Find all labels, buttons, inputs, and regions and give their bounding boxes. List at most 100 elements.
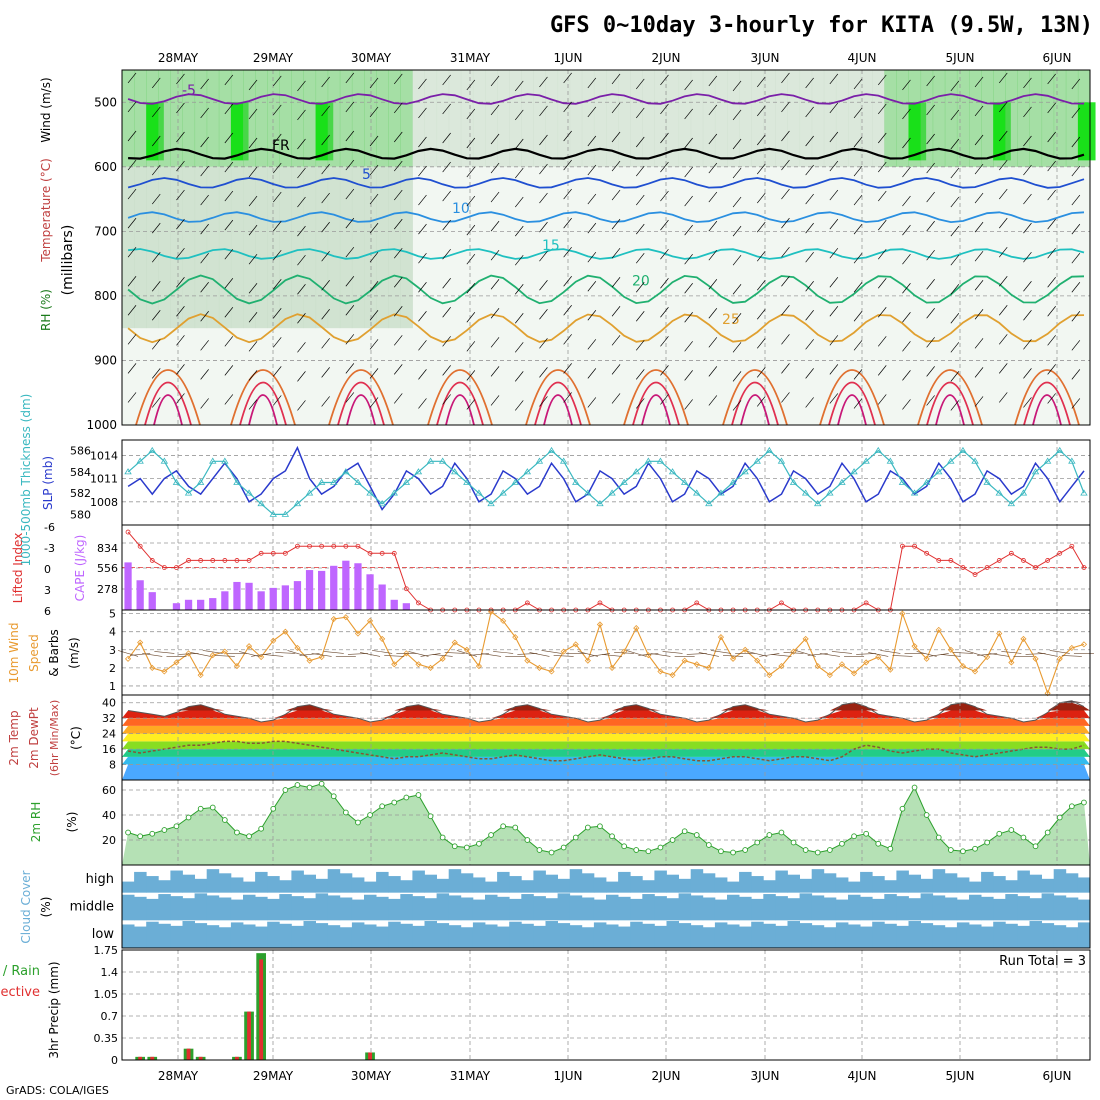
wind-barb [1047, 73, 1056, 85]
wind-barb [732, 371, 742, 382]
pressure-tick-900: 900 [94, 353, 117, 367]
wind-barb [587, 164, 597, 176]
rh2m-point [488, 832, 494, 838]
thickness-point [935, 468, 943, 475]
cloud-cell [799, 893, 813, 921]
wind-barb [127, 188, 137, 200]
wind-barb [514, 80, 524, 92]
cloud-cell [775, 925, 788, 948]
wind-barb [611, 277, 621, 288]
wind-barb [611, 131, 621, 143]
wind10-barb [1001, 651, 1022, 654]
bottom-date-tick-28MAY: 28MAY [158, 1069, 199, 1083]
wind10-point [173, 659, 180, 666]
cloud-cell [279, 894, 292, 921]
wind10-point [1056, 655, 1063, 662]
wind-barb [151, 281, 161, 292]
cloud-cell [194, 878, 208, 893]
wind-barb [998, 101, 1008, 113]
wind10-point [403, 650, 410, 657]
xsec-rh-label: RH (%) [39, 289, 53, 331]
wind10-barb [275, 652, 296, 654]
warm-arch [722, 369, 788, 426]
wind10-point [451, 639, 458, 646]
rh-band-upper [158, 70, 171, 167]
wind10-point [342, 614, 349, 621]
wind-barb [176, 218, 185, 230]
wind-barb [611, 73, 621, 85]
cloud-cell [981, 926, 994, 948]
precip-total-label: Total / Rain [0, 964, 40, 979]
thickness-point [995, 489, 1003, 496]
warm-arch [935, 394, 965, 426]
cloud-cell [690, 925, 704, 948]
bottom-date-tick-2JUN: 2JUN [652, 1069, 681, 1083]
wind-barb [853, 165, 863, 177]
wind-barb [224, 132, 234, 144]
thickness-point [705, 499, 713, 507]
wind-barb [684, 195, 693, 207]
rh-band-core [1077, 102, 1096, 161]
wind-barb [442, 336, 451, 347]
wind-barb [297, 371, 306, 382]
wind-barb [272, 249, 282, 261]
cloud-cell [896, 896, 909, 921]
wind-barb [829, 277, 839, 288]
wind-barb [539, 134, 548, 146]
thickness-point [886, 457, 895, 464]
thickness-point [257, 499, 265, 507]
cloud-cell [448, 869, 462, 893]
cloud-cell [981, 871, 994, 893]
wind-barb [1071, 194, 1081, 206]
cloud-cell [896, 870, 909, 893]
wind10-barb [493, 651, 514, 654]
wind-barb [829, 218, 839, 230]
cloud-cell [642, 923, 655, 948]
wind-barb [756, 280, 766, 291]
thickness-point [233, 478, 241, 485]
wind10-point [935, 626, 942, 633]
wind10-point [1008, 659, 1015, 666]
wind10-point [548, 668, 555, 675]
thickness-point [342, 468, 350, 475]
thickness-point [366, 489, 374, 496]
wind-barb [877, 307, 887, 318]
wind-barb [587, 135, 597, 147]
wind-barb [490, 162, 500, 174]
isotherm-label-20: 20 [632, 273, 650, 289]
thickness-point [753, 457, 761, 464]
wind-barb [272, 308, 282, 319]
wind10-point [379, 635, 386, 643]
rh-band-lower [218, 166, 232, 329]
cloud-cell [472, 899, 486, 921]
cloud-cell [533, 896, 546, 921]
thickness-point [124, 468, 132, 475]
wind10-point [1020, 635, 1027, 643]
wind-barb [1071, 340, 1081, 351]
cloud-cell [243, 881, 256, 893]
wind-barb [781, 188, 790, 200]
wind-barb [514, 254, 524, 266]
wind-barb [587, 193, 597, 205]
wind-barb [684, 79, 693, 91]
wind-barb [756, 367, 766, 378]
rh-band-upper [206, 70, 220, 167]
cloud-cell [618, 871, 631, 893]
rh2m-tick-40: 40 [102, 809, 116, 822]
wind-barb [539, 221, 548, 233]
cloud-ylabel: Cloud Cover [19, 870, 33, 943]
wind-barb [127, 334, 137, 345]
bottom-date-tick-30MAY: 30MAY [351, 1069, 392, 1083]
wind10-barb [952, 652, 973, 654]
wind-barb [1023, 135, 1032, 147]
rh2m-point [645, 848, 652, 855]
wind-barb [708, 104, 718, 116]
rh-band-upper [339, 70, 353, 167]
cape-bar [342, 560, 350, 610]
wind10-point [947, 646, 954, 653]
wind10-point [475, 662, 483, 670]
wind-barb [877, 190, 887, 202]
wind10-point [294, 644, 301, 652]
wind10-point [209, 652, 216, 659]
